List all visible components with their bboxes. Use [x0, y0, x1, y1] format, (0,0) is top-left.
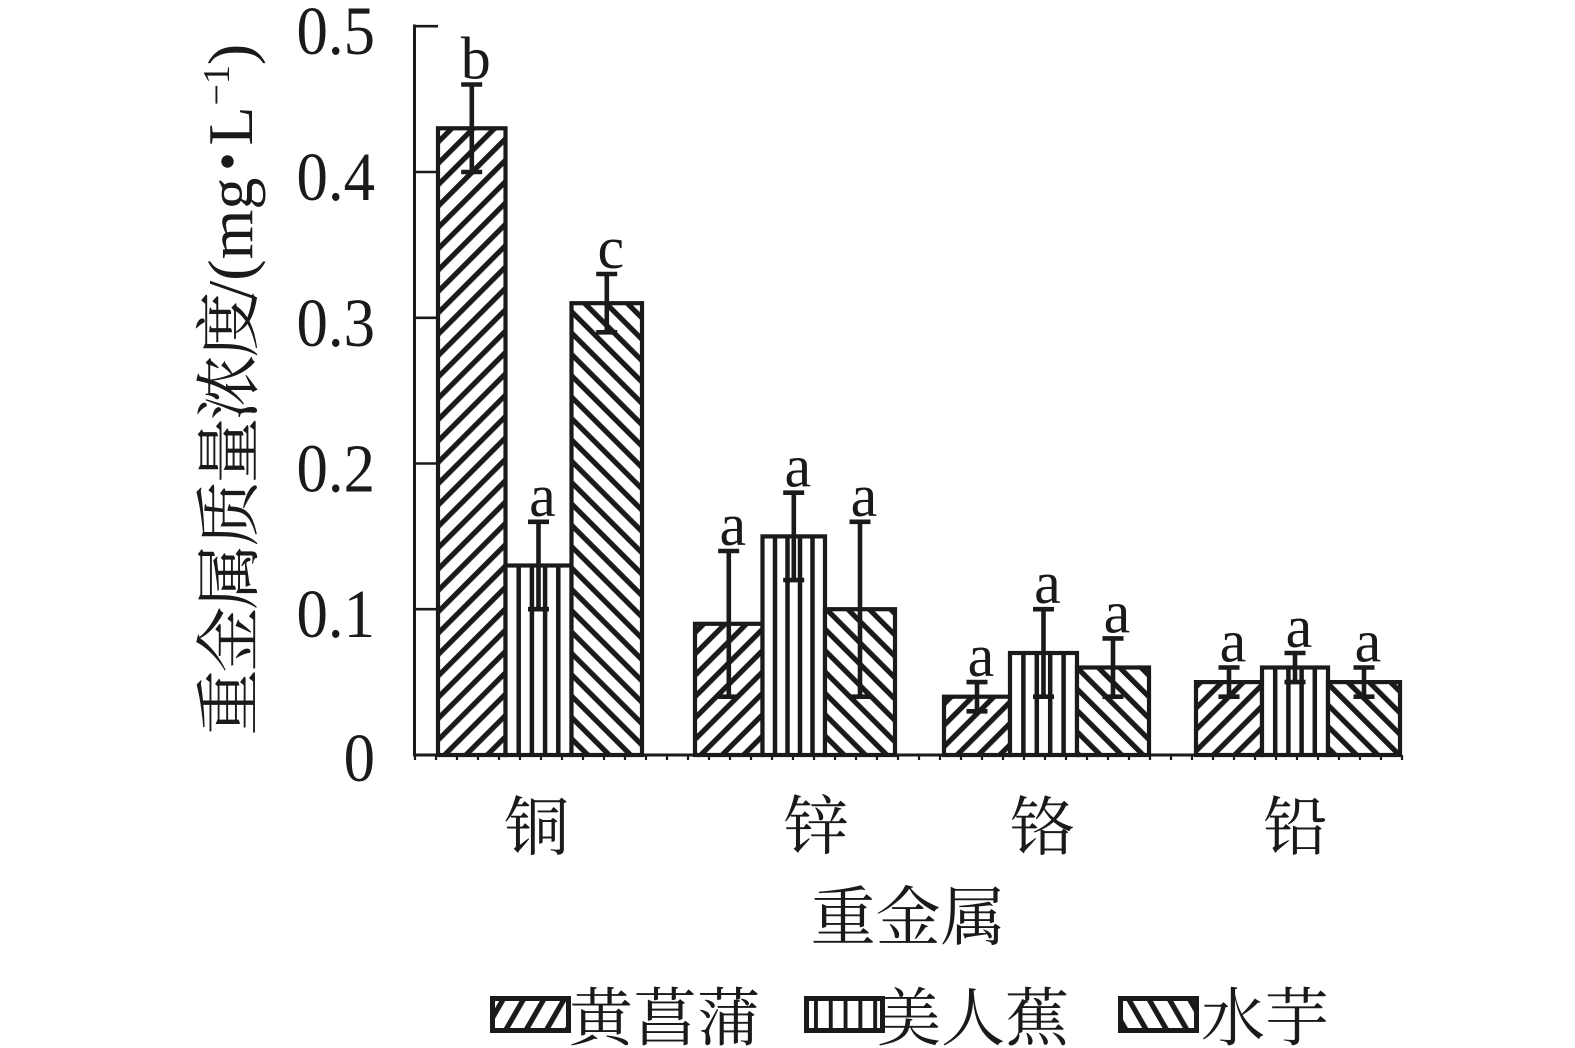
- svg-text:/(mg: /(mg: [195, 178, 266, 299]
- svg-text:0.5: 0.5: [297, 0, 375, 70]
- svg-text:a: a: [851, 463, 878, 529]
- svg-text:c: c: [597, 215, 624, 281]
- svg-text:a: a: [1355, 609, 1382, 675]
- svg-text:0.3: 0.3: [297, 285, 375, 361]
- svg-text:a: a: [1034, 550, 1061, 616]
- svg-text:0.1: 0.1: [297, 577, 375, 653]
- svg-text:b: b: [461, 26, 491, 92]
- svg-text:a: a: [1220, 609, 1247, 675]
- svg-text:a: a: [1286, 594, 1313, 660]
- svg-text:L: L: [195, 106, 266, 145]
- svg-text:a: a: [529, 463, 556, 529]
- svg-text:0: 0: [344, 720, 375, 796]
- svg-text:−1: −1: [196, 65, 238, 105]
- svg-text:a: a: [1104, 579, 1131, 645]
- svg-text:): ): [195, 44, 266, 65]
- svg-text:a: a: [784, 434, 811, 500]
- svg-text:0.2: 0.2: [297, 431, 375, 507]
- svg-text:a: a: [719, 492, 746, 558]
- svg-text:0.4: 0.4: [297, 139, 375, 215]
- svg-text:a: a: [968, 623, 995, 689]
